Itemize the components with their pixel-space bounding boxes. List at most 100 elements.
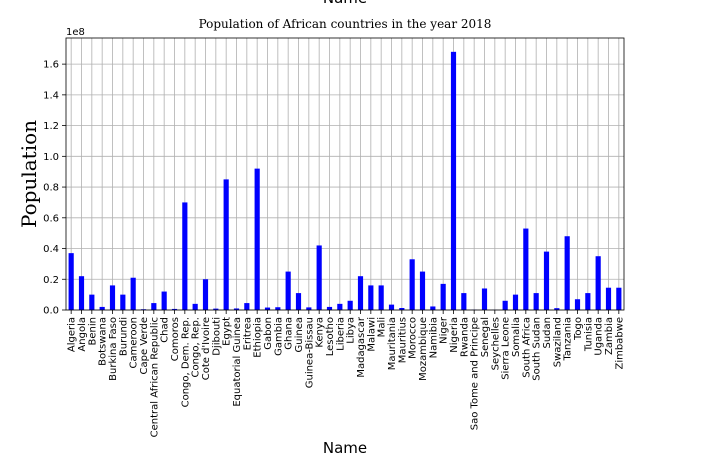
bar	[254, 168, 260, 310]
y-tick-label: 1.4	[43, 90, 59, 101]
bar	[326, 306, 333, 310]
x-tick-label: Ethiopia	[253, 317, 264, 358]
bar	[543, 251, 550, 310]
bar	[378, 285, 384, 310]
bar	[502, 300, 508, 310]
x-tick-label: Chad	[160, 317, 171, 343]
x-tick-label: Somalia	[511, 317, 522, 357]
offset-label: 1e8	[66, 27, 85, 38]
x-tick-label: Tanzania	[563, 317, 574, 362]
y-tick-label: 1.0	[43, 152, 59, 163]
x-tick-label: Lesotho	[325, 317, 336, 356]
x-tick-label: Angola	[77, 317, 88, 352]
x-axis-label: Name	[323, 439, 367, 456]
bar	[523, 228, 529, 310]
bar	[595, 256, 601, 310]
x-tick-label: Algeria	[67, 317, 78, 352]
y-tick-label: 0.2	[43, 275, 59, 286]
y-tick-label: 0.0	[43, 306, 59, 317]
bar	[130, 277, 136, 310]
x-tick-label: Rwanda	[459, 317, 470, 357]
x-tick-label: Congo, Dem. Rep.	[180, 317, 191, 407]
bar	[564, 236, 570, 310]
x-tick-label: Kenya	[315, 317, 326, 348]
bar	[233, 308, 240, 310]
bar	[450, 51, 457, 311]
bar	[533, 293, 539, 310]
cropped-axis-label: Name	[323, 0, 367, 7]
x-tick-label: Gambia	[273, 317, 284, 356]
x-tick-label: Swaziland	[552, 317, 563, 367]
x-tick-label: Cote d'Ivoire	[201, 317, 212, 380]
bar	[616, 287, 622, 310]
bar	[120, 294, 126, 310]
bar	[357, 276, 364, 310]
bar	[409, 259, 415, 310]
x-tick-label: Burundi	[118, 317, 129, 356]
x-tick-label: Sao Tome and Principe	[470, 317, 481, 430]
bar	[151, 303, 157, 310]
x-tick-label: Morocco	[408, 317, 419, 359]
bar	[585, 293, 591, 310]
bar	[275, 307, 281, 310]
bar	[285, 271, 291, 310]
y-axis-label: Population	[17, 120, 41, 228]
bar	[223, 179, 229, 310]
chart-title: Population of African countries in the y…	[199, 17, 492, 31]
x-tick-label: Cape Verde	[139, 317, 150, 374]
bar	[554, 308, 560, 310]
x-tick-label: Tunisia	[583, 317, 594, 352]
x-tick-label: Sierra Leone	[501, 317, 512, 380]
x-tick-label: Benin	[87, 317, 98, 345]
x-tick-label: Burkina Faso	[108, 317, 119, 381]
bar	[337, 303, 343, 310]
bar	[481, 288, 488, 310]
x-tick-label: Uganda	[594, 317, 605, 356]
y-tick-label: 0.6	[43, 213, 59, 224]
y-tick-label: 0.4	[43, 244, 59, 255]
bar	[306, 307, 312, 310]
x-tick-label: Senegal	[480, 317, 491, 357]
bar	[347, 300, 353, 310]
bar	[574, 299, 581, 310]
bar	[109, 285, 116, 310]
bar	[244, 303, 250, 310]
x-tick-label: Namibia	[428, 317, 439, 358]
x-tick-label: Zimbabwe	[614, 317, 625, 370]
bar	[202, 279, 209, 310]
x-tick-label: Djibouti	[211, 317, 222, 356]
bar	[512, 294, 519, 310]
x-tick-label: Central African Republic	[149, 317, 160, 437]
bar	[605, 287, 612, 310]
bar	[171, 308, 178, 310]
x-tick-label: Gabon	[263, 317, 274, 350]
x-tick-label: Mali	[377, 317, 388, 337]
bar	[440, 283, 446, 310]
bar	[89, 294, 95, 310]
x-tick-label: South Sudan	[532, 317, 543, 381]
bar	[192, 303, 198, 310]
bar	[264, 307, 271, 310]
x-tick-label: Sudan	[542, 317, 553, 349]
x-tick-label: Mauritania	[387, 317, 398, 370]
x-tick-label: Libya	[346, 317, 357, 344]
bar	[388, 304, 395, 310]
x-tick-label: Cameroon	[129, 317, 140, 368]
bar	[68, 253, 74, 310]
x-tick-label: Zambia	[604, 317, 615, 355]
x-tick-label: Niger	[439, 316, 450, 344]
x-tick-label: Comoros	[170, 317, 181, 361]
x-tick-label: Congo, Rep.	[191, 317, 202, 377]
y-tick-label: 1.2	[43, 121, 59, 132]
x-tick-label: Mozambique	[418, 317, 429, 381]
bar	[78, 276, 85, 310]
x-tick-label: Mauritius	[397, 317, 408, 363]
x-tick-label: Madagascar	[356, 316, 367, 378]
bar	[213, 308, 219, 310]
x-tick-label: Ghana	[284, 317, 295, 350]
x-tick-label: Equatorial Guinea	[232, 317, 243, 407]
bar	[430, 306, 436, 310]
bar	[99, 306, 105, 310]
